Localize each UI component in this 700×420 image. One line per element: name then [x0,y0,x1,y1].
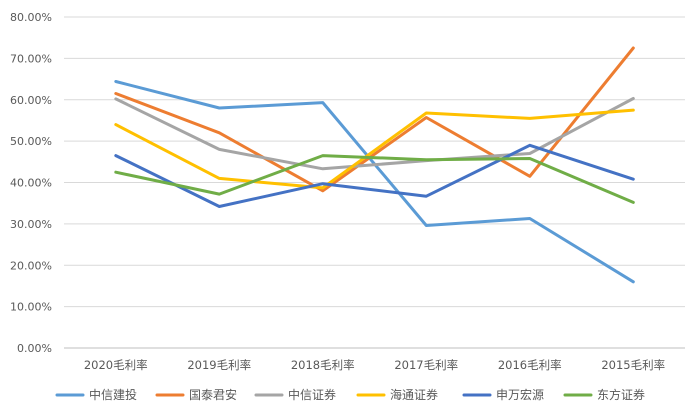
legend-item: 中信证券 [254,387,336,402]
legend-label: 申万宏源 [496,387,544,402]
legend-label: 国泰君安 [189,387,237,402]
x-tick-label: 2018毛利率 [291,358,355,372]
legend-label: 中信建投 [89,387,137,402]
x-axis-ticks: 2020毛利率 2019毛利率 2018毛利率 2017毛利率 2016毛利率 2015毛… [84,358,665,372]
series-line-0 [114,80,635,284]
series-line-5 [114,154,635,204]
legend-item: 申万宏源 [462,387,544,402]
legend-label: 东方证券 [597,387,645,402]
y-tick-label: 60.00% [10,94,52,107]
series-line-1 [114,46,635,193]
series-line-4 [114,143,635,208]
series-lines [114,46,635,284]
y-tick-label: 30.00% [10,218,52,231]
legend: 中信建投 国泰君安 中信证券 海通证券 申万宏源 东方证券 [55,387,645,402]
x-tick-label: 2015毛利率 [601,358,665,372]
y-tick-label: 10.00% [10,301,52,314]
legend-item: 中信建投 [55,387,137,402]
y-tick-label: 80.00% [10,11,52,24]
legend-label: 中信证券 [288,387,336,402]
legend-item: 国泰君安 [155,387,237,402]
x-tick-label: 2017毛利率 [394,358,458,372]
series-line-2 [114,97,635,171]
y-tick-label: 20.00% [10,259,52,272]
legend-item: 海通证券 [356,387,438,402]
gridlines [64,16,685,349]
x-tick-label: 2020毛利率 [84,358,148,372]
y-tick-label: 70.00% [10,52,52,65]
legend-item: 东方证券 [563,387,645,402]
x-tick-label: 2016毛利率 [498,358,562,372]
y-tick-label: 0.00% [17,342,52,355]
y-tick-label: 50.00% [10,135,52,148]
y-axis-ticks: 0.00% 10.00% 20.00% 30.00% 40.00% 50.00% 60.00… [10,11,52,355]
y-tick-label: 40.00% [10,177,52,190]
legend-label: 海通证券 [390,387,438,402]
series-line-3 [114,108,635,190]
x-tick-label: 2019毛利率 [187,358,251,372]
